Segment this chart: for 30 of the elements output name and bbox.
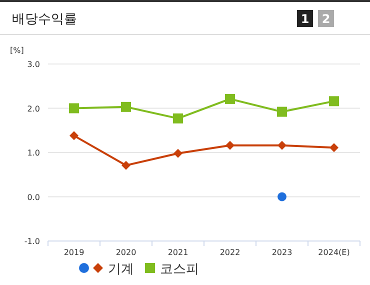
x-tick-label: 2019: [64, 248, 84, 257]
y-tick-label: 1.0: [27, 148, 40, 158]
y-axis-title: [%]: [10, 46, 24, 55]
text: 2: [322, 12, 330, 26]
point: [122, 160, 130, 170]
y-tick-label: 3.0: [27, 60, 40, 69]
legend-label: 기계: [108, 262, 134, 277]
point: [329, 96, 339, 106]
text: 1: [300, 12, 310, 26]
y-tick-label: 0.0: [27, 192, 40, 202]
point: [277, 106, 287, 117]
chart-title: 배당수익률: [12, 12, 77, 27]
x-tick-label: 2022: [220, 248, 240, 257]
y-tick-label: 2.0: [27, 104, 40, 114]
point: [69, 103, 79, 114]
x-tick-label: 2024(E): [318, 248, 350, 257]
point: [121, 102, 131, 112]
point: [174, 148, 182, 158]
point: [70, 131, 78, 140]
point: [173, 113, 183, 124]
point: [278, 192, 286, 202]
point: [225, 94, 235, 104]
legend-label: 코스피: [160, 262, 199, 277]
y-tick-label: -1.0: [24, 237, 40, 246]
x-tick-label: 2021: [168, 248, 188, 257]
x-tick-label: 2020: [116, 248, 136, 257]
point: [330, 143, 338, 152]
point: [226, 140, 234, 150]
point: [278, 140, 286, 150]
x-tick-label: 2023: [272, 248, 292, 257]
